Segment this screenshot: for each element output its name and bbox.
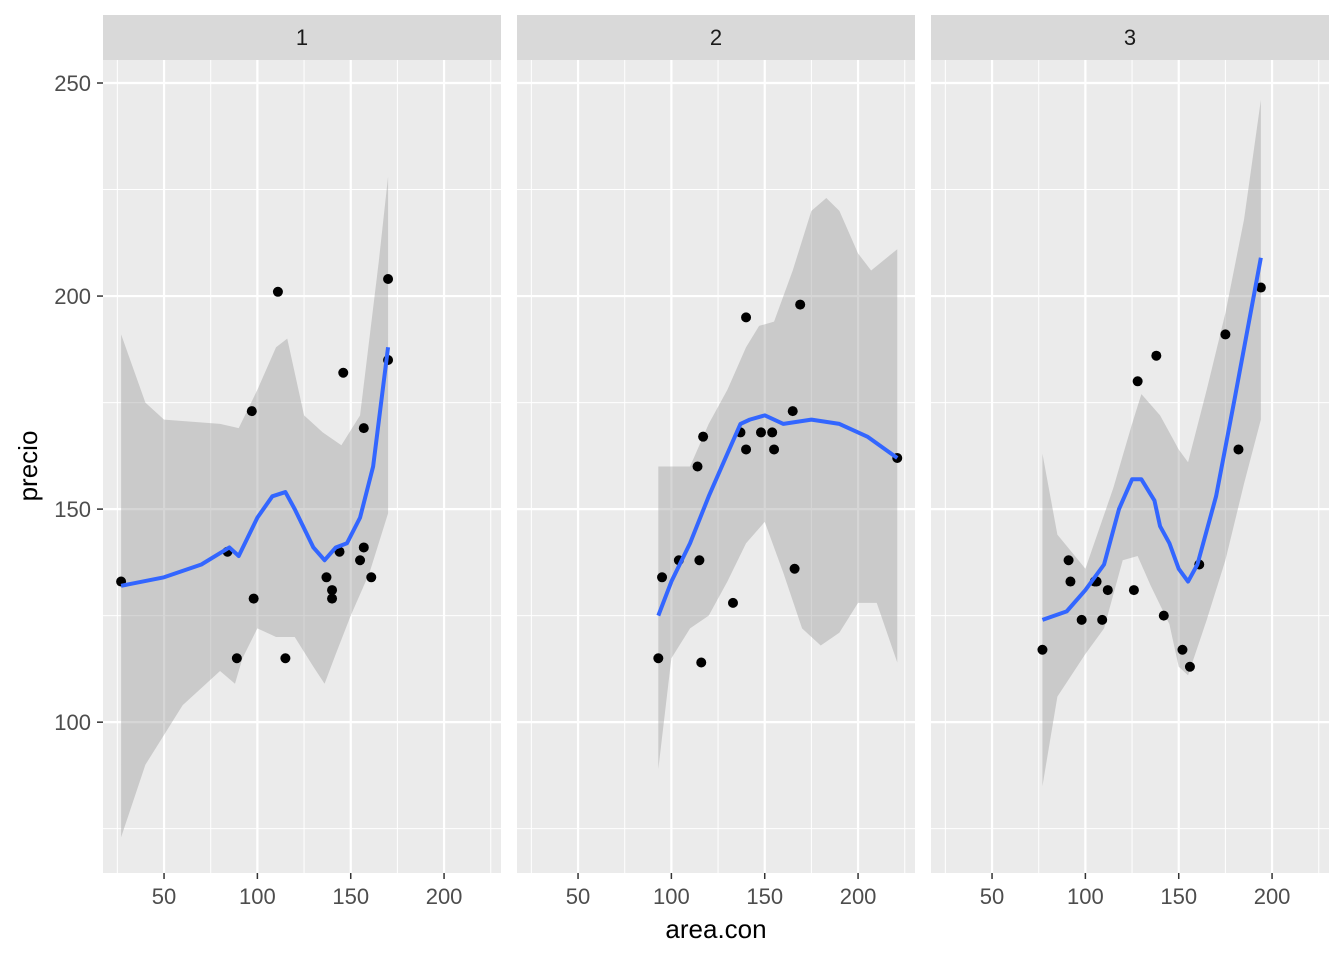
x-tick-label: 100 (1067, 884, 1104, 909)
confidence-ribbon (1042, 100, 1261, 787)
y-tick-label: 200 (54, 284, 91, 309)
data-point (1151, 350, 1162, 361)
data-point (1063, 555, 1074, 566)
facet-strip (931, 15, 1329, 60)
data-point (246, 406, 257, 417)
data-point (327, 593, 338, 604)
panel-background (931, 60, 1329, 873)
facet-panel-3: 3 50 100 150 200 (931, 15, 1329, 909)
data-point (755, 427, 766, 438)
data-point (355, 555, 366, 566)
data-point (1065, 576, 1076, 587)
x-tick-label: 150 (1160, 884, 1197, 909)
data-point (248, 593, 259, 604)
x-tick-label: 200 (840, 884, 877, 909)
smooth-line (656, 413, 899, 617)
data-point (1076, 614, 1087, 625)
data-point (767, 427, 778, 438)
x-tick-label: 100 (653, 884, 690, 909)
facet-strip (517, 15, 915, 60)
data-point (741, 444, 752, 455)
x-tick-label: 50 (980, 884, 1004, 909)
facet-strip (103, 15, 501, 60)
x-axis-title: area.con (665, 914, 766, 944)
data-point (334, 546, 345, 557)
data-point (1128, 585, 1139, 596)
data-point (696, 657, 707, 668)
facet-panel-2: 2 50 100 150 200 (517, 15, 915, 909)
data-point (358, 423, 369, 434)
data-point (727, 597, 738, 608)
data-point (280, 653, 291, 664)
facet-strip-label: 3 (1124, 25, 1136, 50)
data-point (789, 563, 800, 574)
data-point (231, 653, 242, 664)
panel-background (517, 60, 915, 873)
x-tick-label: 150 (332, 884, 369, 909)
data-point (1184, 661, 1195, 672)
smooth-line (1041, 257, 1263, 622)
panel-background (103, 60, 501, 873)
data-point (1097, 614, 1108, 625)
data-point (692, 461, 703, 472)
data-point (366, 572, 377, 583)
x-tick-label: 200 (1254, 884, 1291, 909)
data-point (1233, 444, 1244, 455)
x-tick-label: 150 (746, 884, 783, 909)
x-tick-label: 200 (426, 884, 463, 909)
facet-panel-1: 150 100 150 200 (103, 15, 501, 909)
data-point (795, 299, 806, 310)
data-point (327, 585, 338, 596)
x-tick-label: 50 (152, 884, 176, 909)
data-point (769, 444, 780, 455)
data-point (1132, 376, 1143, 387)
x-tick-label: 50 (566, 884, 590, 909)
data-point (383, 274, 394, 285)
data-point (358, 542, 369, 553)
data-point (653, 653, 664, 664)
y-axis-title: precio (13, 431, 43, 502)
y-tick-label: 150 (54, 497, 91, 522)
data-point (657, 572, 668, 583)
data-point (321, 572, 332, 583)
confidence-ribbon (121, 176, 389, 838)
data-point (1037, 644, 1048, 655)
data-point (338, 367, 349, 378)
data-point (1177, 644, 1188, 655)
data-point (1102, 585, 1113, 596)
data-point (787, 406, 798, 417)
data-point (1220, 329, 1231, 340)
data-point (272, 286, 283, 297)
smooth-line (120, 346, 391, 588)
data-point (698, 431, 709, 442)
y-tick-label: 250 (54, 71, 91, 96)
facet-strip-label: 1 (296, 25, 308, 50)
data-point (1255, 282, 1266, 293)
facet-strip-label: 2 (710, 25, 722, 50)
data-point (741, 312, 752, 323)
y-tick-label: 100 (54, 710, 91, 735)
x-tick-label: 100 (239, 884, 276, 909)
data-point (1158, 610, 1169, 621)
y-axis: 100 150 200 250 (54, 71, 103, 735)
confidence-ribbon (658, 198, 898, 770)
data-point (694, 555, 705, 566)
